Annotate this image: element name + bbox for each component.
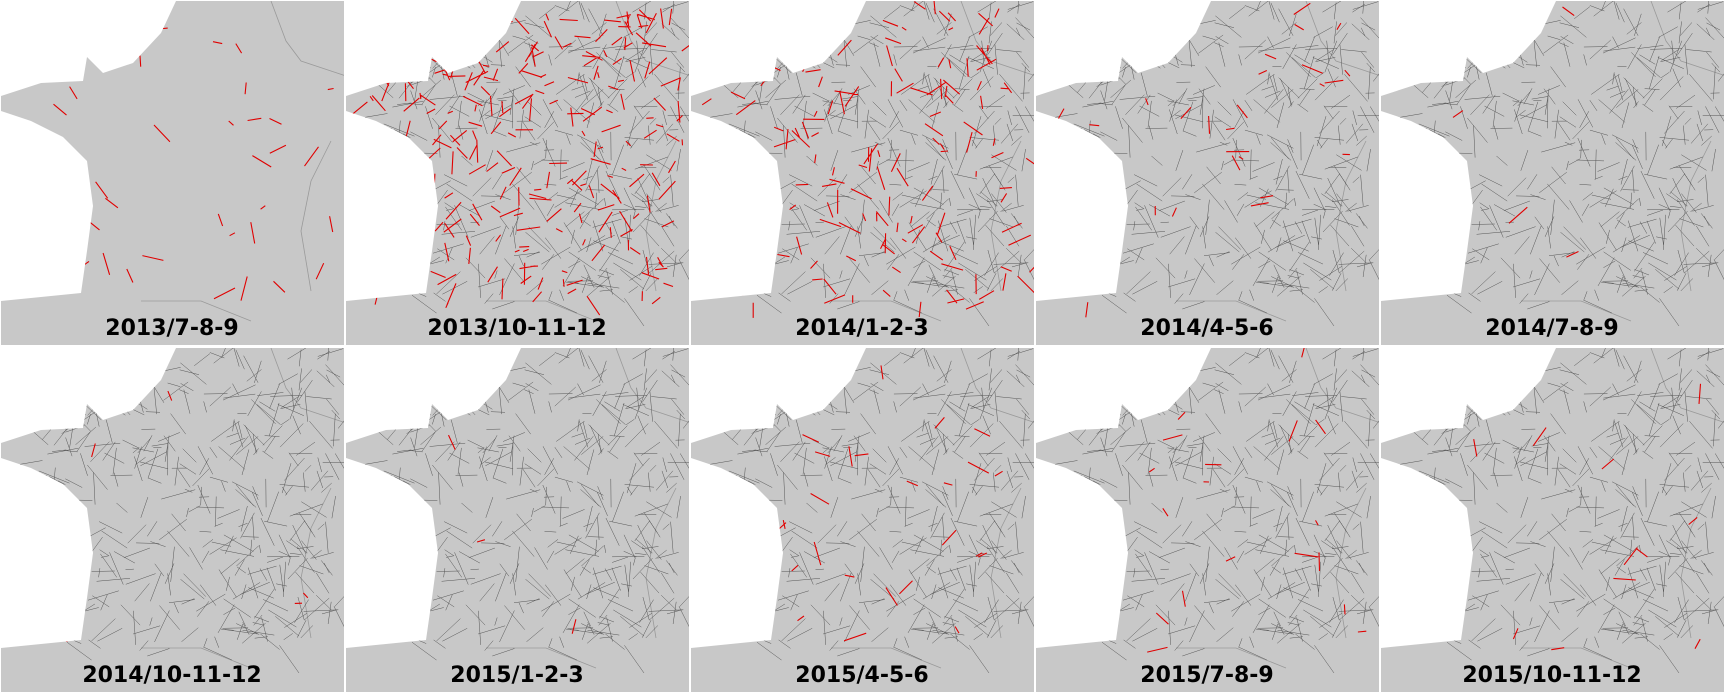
- panel-label: 2013/7-8-9: [105, 316, 238, 341]
- border: [486, 1, 689, 322]
- border: [141, 348, 344, 669]
- panel-label: 2013/10-11-12: [427, 316, 606, 341]
- panel-label: 2015/7-8-9: [1140, 663, 1273, 688]
- map-panel: 2013/7-8-9: [1, 1, 344, 345]
- map: 2013/10-11-12: [346, 1, 689, 345]
- land: [346, 348, 689, 692]
- panel-label: 2014/4-5-6: [1140, 316, 1273, 341]
- land: [1381, 1, 1724, 345]
- land: [1036, 1, 1379, 345]
- map-panel: 2015/1-2-3: [346, 348, 689, 692]
- map-panel: 2015/4-5-6: [691, 348, 1034, 692]
- map: 2014/1-2-3: [691, 1, 1034, 345]
- land: [1, 348, 344, 692]
- map-panel: 2014/1-2-3: [691, 1, 1034, 345]
- border: [1176, 1, 1379, 322]
- border: [1521, 1, 1724, 322]
- panel-label: 2014/1-2-3: [795, 316, 928, 341]
- map-panel: 2015/10-11-12: [1381, 348, 1724, 692]
- panel-label: 2015/1-2-3: [450, 663, 583, 688]
- map: 2015/1-2-3: [346, 348, 689, 692]
- map-panel: 2013/10-11-12: [346, 1, 689, 345]
- map: 2014/10-11-12: [1, 348, 344, 692]
- border: [1176, 348, 1379, 669]
- map-panel: 2014/4-5-6: [1036, 1, 1379, 345]
- map: 2014/4-5-6: [1036, 1, 1379, 345]
- land: [691, 1, 1034, 345]
- land: [1381, 348, 1724, 692]
- map: 2014/7-8-9: [1381, 1, 1724, 345]
- map-panel: 2015/7-8-9: [1036, 348, 1379, 692]
- border: [141, 1, 344, 322]
- map-panel: 2014/7-8-9: [1381, 1, 1724, 345]
- highlighted-roads: [701, 1, 1034, 318]
- border: [486, 348, 689, 669]
- map: 2015/4-5-6: [691, 348, 1034, 692]
- map: 2015/10-11-12: [1381, 348, 1724, 692]
- road-network: [1036, 348, 1379, 674]
- land: [1036, 348, 1379, 692]
- panel-label: 2014/7-8-9: [1485, 316, 1618, 341]
- map-panel: 2014/10-11-12: [1, 348, 344, 692]
- panel-label: 2015/4-5-6: [795, 663, 928, 688]
- border: [831, 1, 1034, 322]
- border: [1521, 348, 1724, 669]
- border: [831, 348, 1034, 669]
- map: 2015/7-8-9: [1036, 348, 1379, 692]
- land: [1, 1, 344, 345]
- panel-label: 2015/10-11-12: [1462, 663, 1641, 688]
- highlighted-roads: [1056, 2, 1351, 318]
- panel-label: 2014/10-11-12: [82, 663, 261, 688]
- map: 2013/7-8-9: [1, 1, 344, 345]
- land: [691, 348, 1034, 692]
- road-network: [1381, 348, 1724, 674]
